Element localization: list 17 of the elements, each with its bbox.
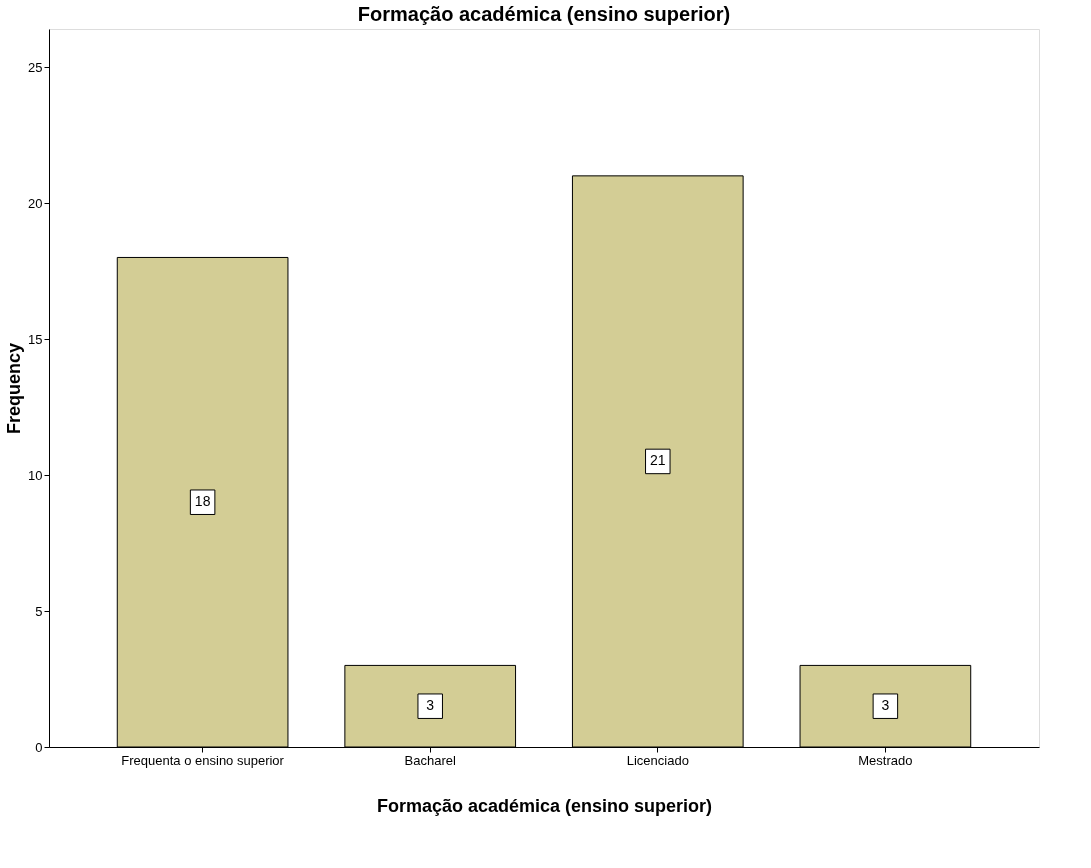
x-tick-label: Mestrado [858,752,913,768]
x-tick-label: Bacharel [404,752,456,768]
data-label: 3 [881,697,890,714]
y-axis-title: Frequency [4,342,25,435]
x-axis-title: Formação académica (ensino superior) [376,795,713,816]
y-tick-label: 5 [35,603,43,619]
x-tick-label: Licenciado [626,752,689,768]
data-label: 18 [194,493,211,510]
data-label: 21 [650,452,666,469]
y-tick-label: 15 [28,331,43,347]
x-tick-label: Frequenta o ensino superior [121,752,285,768]
y-tick-label: 20 [28,195,43,211]
y-tick-label: 0 [35,739,43,755]
data-label: 3 [426,697,435,714]
chart-title: Formação académica (ensino superior) [357,3,731,25]
y-tick-label: 25 [28,59,43,75]
y-tick-label: 10 [28,467,43,483]
